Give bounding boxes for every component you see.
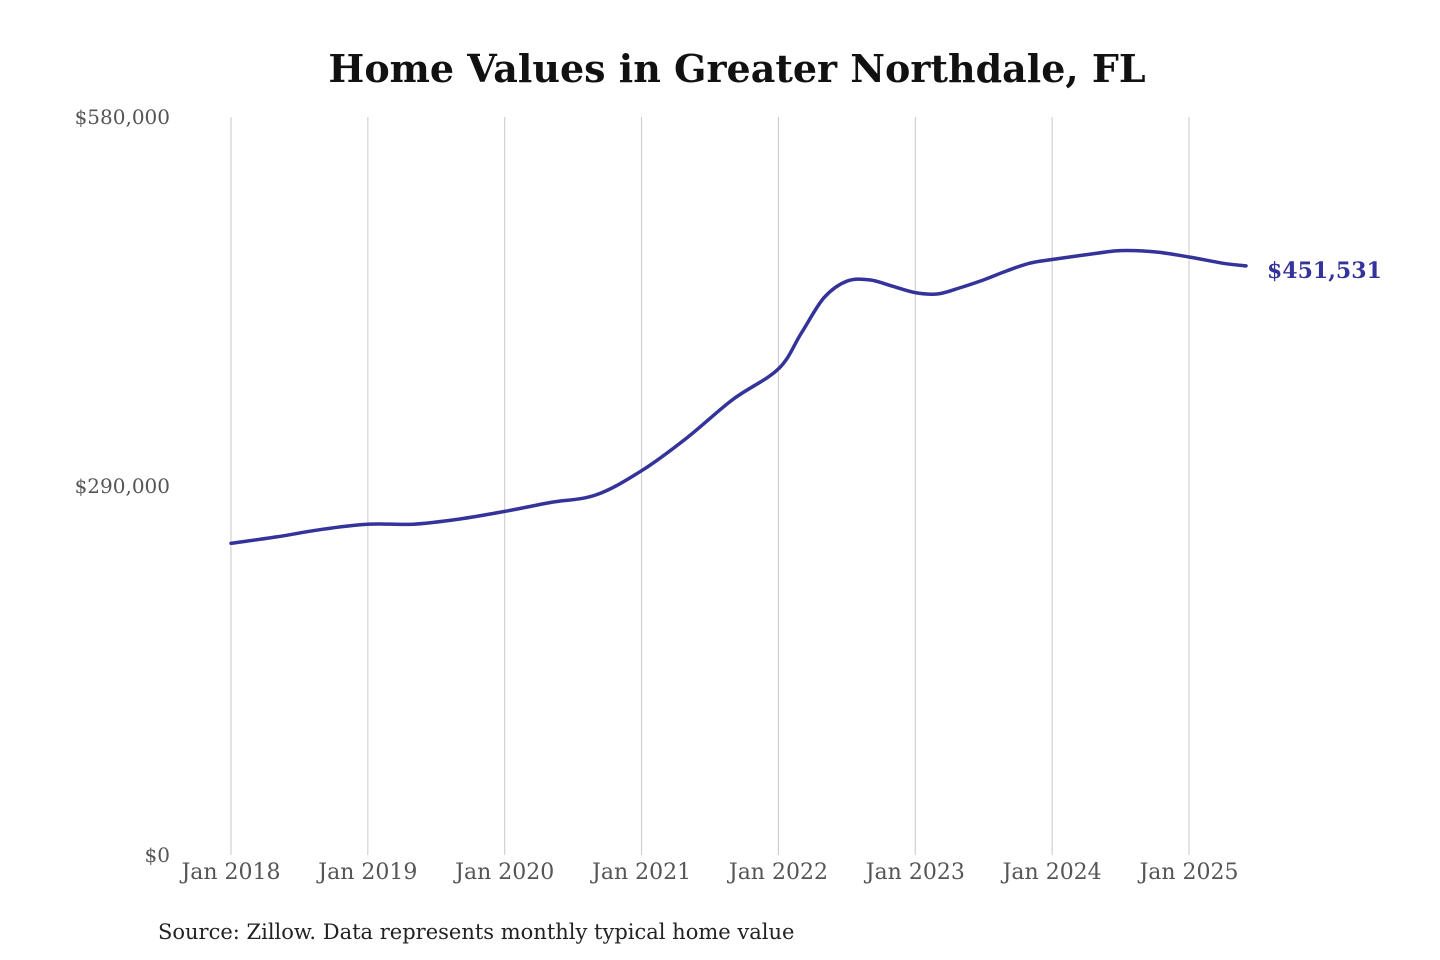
x-tick-label-6: Jan 2024 (1001, 860, 1102, 885)
series-end-value-label: $451,531 (1267, 258, 1382, 284)
x-tick-label-1: Jan 2019 (316, 860, 417, 885)
source-note: Source: Zillow. Data represents monthly … (158, 920, 794, 944)
x-tick-label-5: Jan 2023 (864, 860, 965, 885)
chart-title: Home Values in Greater Northdale, FL (328, 46, 1145, 91)
x-tick-label-0: Jan 2018 (179, 860, 280, 885)
x-axis-tick-labels: Jan 2018 Jan 2019 Jan 2020 Jan 2021 Jan 2022… (179, 860, 1238, 885)
gridlines (230, 117, 1190, 855)
y-axis-tick-labels: $0 $290,000 $580,000 (75, 105, 170, 867)
x-tick-label-4: Jan 2022 (727, 860, 828, 885)
series-line-home-value (229, 248, 1248, 546)
x-tick-label-7: Jan 2025 (1137, 860, 1238, 885)
x-tick-label-2: Jan 2020 (453, 860, 554, 885)
y-tick-label-2: $580,000 (75, 105, 170, 129)
x-tick-label-3: Jan 2021 (590, 860, 691, 885)
y-tick-label-0: $0 (145, 843, 170, 867)
y-tick-label-1: $290,000 (75, 474, 170, 498)
